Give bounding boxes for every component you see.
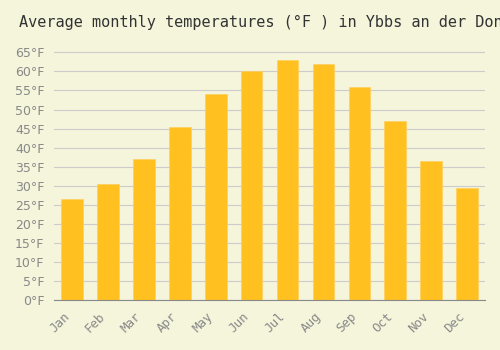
Bar [456,188,478,300]
Bar [420,161,442,300]
Bar [205,94,227,300]
Bar [62,199,83,300]
Bar [98,184,119,300]
Bar [169,127,190,300]
Bar [133,159,154,300]
Title: Average monthly temperatures (°F ) in Ybbs an der Donau: Average monthly temperatures (°F ) in Yb… [18,15,500,30]
Bar [384,121,406,300]
Bar [312,64,334,300]
Bar [277,60,298,300]
Bar [348,87,370,300]
Bar [241,71,262,300]
